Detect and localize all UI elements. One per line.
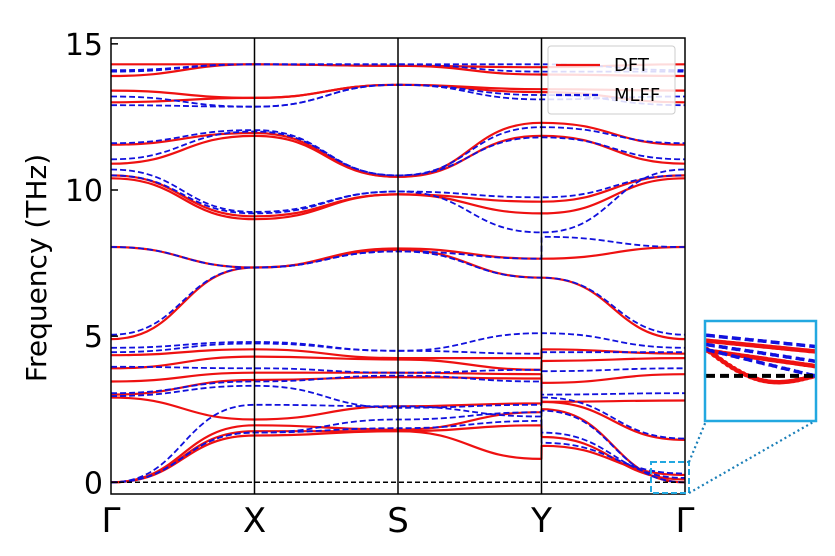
y-tick-label-1: 0 xyxy=(84,466,103,501)
zoom-connector-bottom xyxy=(688,420,816,494)
mlff-band-13 xyxy=(111,130,685,177)
mlff-band-12 xyxy=(111,168,685,234)
mlff-band-6 xyxy=(111,365,685,374)
zoom-connector-top xyxy=(687,420,708,463)
inset-dft-band-1 xyxy=(706,338,815,354)
inset-dft-band-3 xyxy=(706,346,815,385)
inset-mlff-band-1 xyxy=(706,333,815,349)
mlff-band-11 xyxy=(111,174,685,215)
dft-band-3 xyxy=(111,408,685,484)
dft-band-11 xyxy=(111,177,685,221)
x-tick-label-2: X xyxy=(243,501,266,541)
plot-frame xyxy=(110,37,686,495)
y-axis-title: Frequency (THz) xyxy=(20,154,53,382)
mlff-band-7 xyxy=(111,342,685,355)
inset-mlff-band-3 xyxy=(706,347,815,378)
x-tick-label-5: Γ xyxy=(676,501,695,541)
mlff-band-17 xyxy=(111,63,685,73)
zoom-region-marker xyxy=(650,461,690,494)
dft-band-1 xyxy=(111,430,685,484)
mlff-band-9 xyxy=(111,250,685,336)
legend-box xyxy=(547,45,676,115)
zoom-inset-frame xyxy=(703,319,818,423)
dft-band-4 xyxy=(111,396,685,441)
x-tick-label-4: Y xyxy=(530,501,552,541)
dft-band-12 xyxy=(111,174,685,218)
dft-band-2 xyxy=(111,424,685,484)
mlff-band-4 xyxy=(111,384,685,440)
dft-band-8 xyxy=(111,348,685,360)
dft-band-6 xyxy=(111,371,685,385)
x-tick-label-1: Γ xyxy=(102,501,121,541)
mlff-band-8 xyxy=(111,332,685,352)
x-tick-label-3: S xyxy=(387,501,409,541)
y-tick-label-4: 15 xyxy=(65,28,103,63)
legend-label-mlff: MLFF xyxy=(614,85,660,106)
mlff-band-10 xyxy=(111,235,685,269)
mlff-band-3 xyxy=(111,403,685,484)
inset-mlff-band-2 xyxy=(706,342,815,363)
mlff-band-14 xyxy=(111,126,685,177)
y-tick-label-3: 10 xyxy=(65,174,103,209)
legend: DFT MLFF xyxy=(547,45,676,115)
mlff-band-5 xyxy=(111,374,685,396)
legend-label-dft: DFT xyxy=(614,55,650,76)
y-tick-label-2: 5 xyxy=(84,320,103,355)
mlff-band-16 xyxy=(111,83,685,108)
dft-band-7 xyxy=(111,355,685,371)
